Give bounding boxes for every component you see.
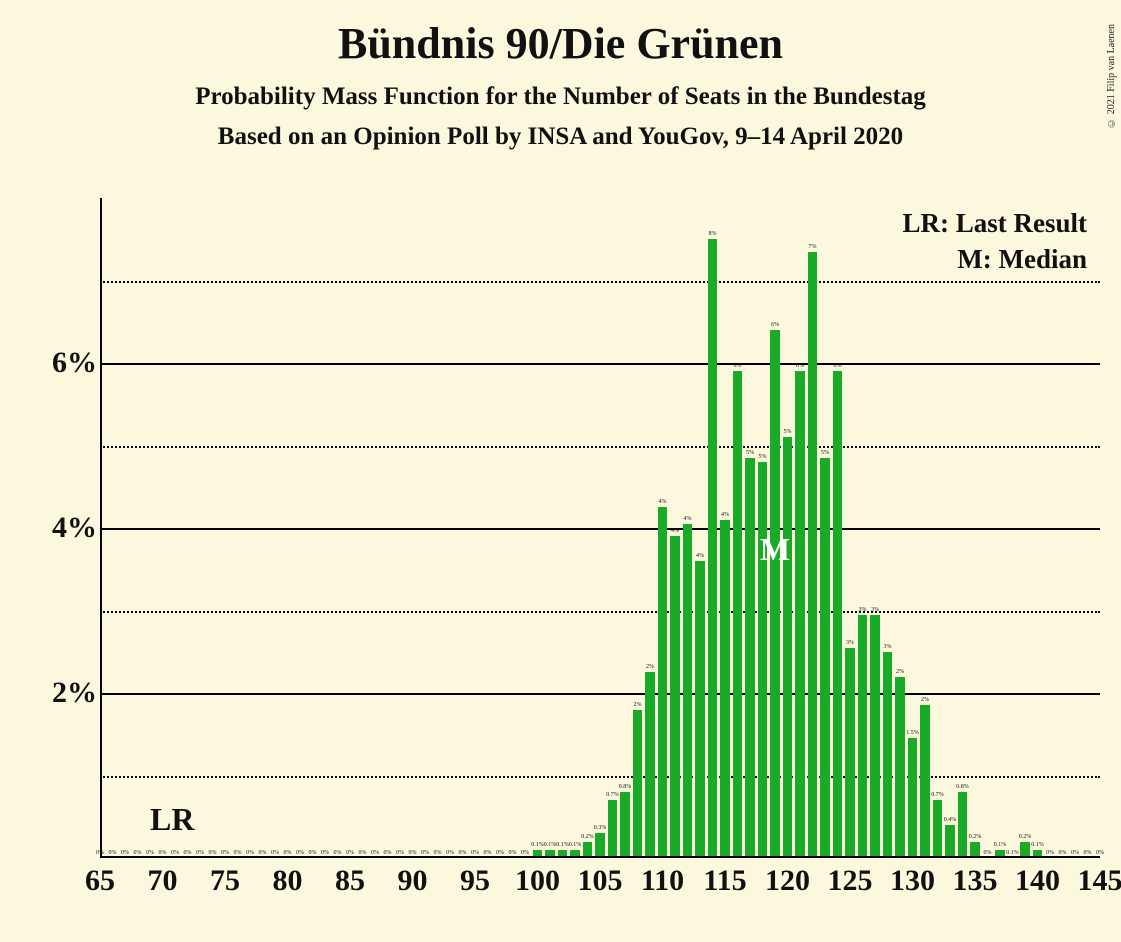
bar bbox=[833, 371, 843, 858]
bar-value-label: 0.2% bbox=[960, 834, 990, 840]
bar bbox=[845, 648, 855, 858]
chart-subtitle-2: Based on an Opinion Poll by INSA and You… bbox=[0, 123, 1121, 151]
bar bbox=[858, 615, 868, 858]
bar bbox=[933, 800, 943, 858]
x-axis-label: 90 bbox=[398, 864, 428, 898]
x-axis-label: 145 bbox=[1078, 864, 1121, 898]
x-axis-label: 140 bbox=[1015, 864, 1060, 898]
y-axis-label: 4% bbox=[52, 511, 97, 545]
bar bbox=[795, 371, 805, 858]
x-axis-label: 75 bbox=[210, 864, 240, 898]
chart-container: LR: Last Result M: Median 0%0%0%0%0%0%0%… bbox=[55, 198, 1105, 898]
bar-value-label: 3% bbox=[860, 607, 890, 613]
bar-value-label: 2% bbox=[885, 669, 915, 675]
copyright-text: © 2021 Filip van Laenen bbox=[1106, 24, 1117, 128]
bar bbox=[620, 792, 630, 858]
bar bbox=[645, 672, 655, 858]
x-axis-label: 85 bbox=[335, 864, 365, 898]
bar bbox=[783, 437, 793, 858]
x-axis-label: 115 bbox=[703, 864, 746, 898]
bar bbox=[883, 652, 893, 858]
bar bbox=[920, 705, 930, 858]
bar bbox=[945, 825, 955, 858]
x-axis-label: 70 bbox=[148, 864, 178, 898]
bar bbox=[633, 710, 643, 859]
bar bbox=[608, 800, 618, 858]
grid-minor-line bbox=[100, 281, 1100, 283]
x-axis-label: 125 bbox=[828, 864, 873, 898]
y-axis-label: 2% bbox=[52, 676, 97, 710]
lr-marker-label: LR bbox=[150, 801, 194, 838]
x-axis-label: 135 bbox=[953, 864, 998, 898]
y-axis bbox=[100, 198, 102, 858]
bar-value-label: 0.1% bbox=[1023, 842, 1053, 848]
bar-value-label: 2% bbox=[910, 697, 940, 703]
bar bbox=[670, 536, 680, 858]
bar-value-label: 0.1% bbox=[985, 842, 1015, 848]
chart-title: Bündnis 90/Die Grünen bbox=[0, 18, 1121, 69]
legend-last-result: LR: Last Result bbox=[902, 208, 1087, 239]
x-axis bbox=[100, 856, 1100, 858]
bar bbox=[820, 458, 830, 858]
bar-value-label: 0.8% bbox=[948, 784, 978, 790]
x-axis-label: 105 bbox=[578, 864, 623, 898]
bar bbox=[808, 252, 818, 858]
bar bbox=[870, 615, 880, 858]
bar bbox=[770, 330, 780, 858]
bar-value-label: 4% bbox=[648, 499, 678, 505]
chart-subtitle-1: Probability Mass Function for the Number… bbox=[0, 83, 1121, 111]
bar-value-label: 0.7% bbox=[923, 792, 953, 798]
grid-major-line bbox=[100, 363, 1100, 365]
bar bbox=[683, 524, 693, 858]
median-marker-label: M bbox=[760, 531, 790, 568]
x-axis-label: 100 bbox=[515, 864, 560, 898]
bar-value-label: 6% bbox=[823, 363, 853, 369]
grid-minor-line bbox=[100, 776, 1100, 778]
bar bbox=[745, 458, 755, 858]
x-axis-label: 65 bbox=[85, 864, 115, 898]
grid-major-line bbox=[100, 528, 1100, 530]
bar bbox=[708, 239, 718, 858]
bar bbox=[658, 507, 668, 858]
bar-value-label: 6% bbox=[760, 322, 790, 328]
x-axis-label: 120 bbox=[765, 864, 810, 898]
grid-minor-line bbox=[100, 446, 1100, 448]
bar-value-label: 6% bbox=[723, 363, 753, 369]
bar bbox=[908, 738, 918, 858]
x-axis-label: 80 bbox=[273, 864, 303, 898]
y-axis-label: 6% bbox=[52, 346, 97, 380]
grid-major-line bbox=[100, 693, 1100, 695]
legend-median: M: Median bbox=[957, 244, 1087, 275]
bar-value-label: 8% bbox=[698, 231, 728, 237]
bar bbox=[758, 462, 768, 858]
bar-value-label: 3% bbox=[873, 644, 903, 650]
bar bbox=[695, 561, 705, 858]
bar bbox=[720, 520, 730, 858]
bar-value-label: 7% bbox=[798, 244, 828, 250]
grid-minor-line bbox=[100, 611, 1100, 613]
bar bbox=[895, 677, 905, 859]
x-axis-label: 95 bbox=[460, 864, 490, 898]
bar-value-label: 4% bbox=[673, 516, 703, 522]
bar bbox=[733, 371, 743, 858]
bar-value-label: 0.2% bbox=[1010, 834, 1040, 840]
x-axis-label: 130 bbox=[890, 864, 935, 898]
bar bbox=[958, 792, 968, 858]
bar bbox=[595, 833, 605, 858]
x-axis-label: 110 bbox=[641, 864, 684, 898]
